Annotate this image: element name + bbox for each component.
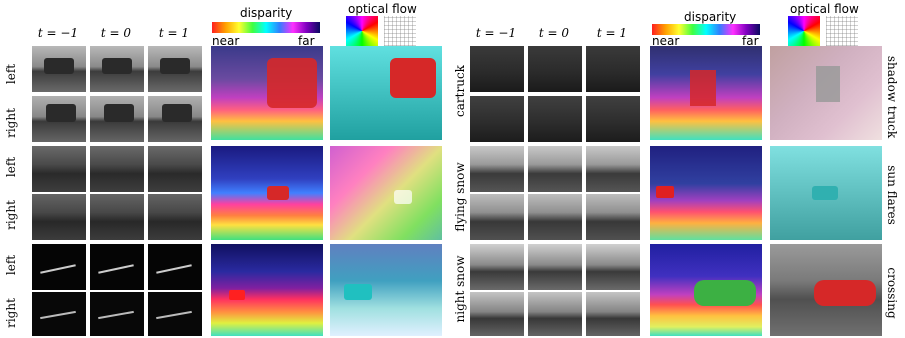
thumb-mid-r1-c3 [586,46,640,92]
optical-flow-title-left: optical flow [348,2,417,16]
scene-label-night-snow: night snow [453,255,467,323]
disparity-map-sun-flares [650,146,762,240]
flow-map-cartruck [330,46,442,140]
thumb-left-r1-c2 [90,46,144,92]
thumb-mid-r2-c3 [586,96,640,142]
flow-map-sun-flares [770,146,882,240]
thumb-left-r3-c2 [90,146,144,192]
disparity-title-right: disparity [684,10,737,24]
time-label-mid-tm1: t = −1 [475,26,517,40]
disparity-title-left: disparity [240,6,293,20]
thumb-left-r2-c3 [148,96,202,142]
thumb-left-r3-c3 [148,146,202,192]
flow-colorwheel-left [346,16,378,46]
time-label-mid-t1: t = 1 [596,26,628,40]
optical-flow-title-right: optical flow [790,2,859,16]
near-label-right: near [652,34,680,48]
thumb-left-r2-c1 [32,96,86,142]
thumb-mid-r3-c1 [470,146,524,192]
thumb-mid-r3-c3 [586,146,640,192]
disparity-map-shadow-truck [650,46,762,140]
flow-grid-legend-left [384,16,416,46]
thumb-left-r5-c1 [32,244,86,290]
thumb-left-r4-c1 [32,194,86,240]
disparity-map-cartruck [211,46,323,140]
thumb-left-r3-c1 [32,146,86,192]
thumb-mid-r6-c2 [528,292,582,336]
row-label-right-2: right [4,200,18,230]
scene-label-crossing: crossing [885,267,899,319]
thumb-left-r1-c1 [32,46,86,92]
disparity-colorbar-right [652,24,760,35]
thumb-left-r1-c3 [148,46,202,92]
thumb-mid-r6-c3 [586,292,640,336]
thumb-mid-r3-c2 [528,146,582,192]
disparity-colorbar-left [212,22,320,33]
thumb-left-r6-c2 [90,292,144,336]
thumb-mid-r2-c1 [470,96,524,142]
row-label-left-2: left [4,156,18,178]
thumb-left-r2-c2 [90,96,144,142]
thumb-mid-r1-c2 [528,46,582,92]
flow-colorwheel-right [788,16,820,46]
thumb-left-r4-c2 [90,194,144,240]
thumb-left-r5-c3 [148,244,202,290]
flow-map-flying-snow [330,146,442,240]
thumb-mid-r6-c1 [470,292,524,336]
scene-label-sun-flares: sun flares [885,165,899,225]
disparity-map-crossing [650,244,762,336]
thumb-mid-r2-c2 [528,96,582,142]
thumb-left-r5-c2 [90,244,144,290]
thumb-mid-r5-c3 [586,244,640,290]
far-label-left: far [298,34,315,48]
disparity-map-night-snow [211,244,323,336]
scene-label-shadow-truck: shadow truck [885,55,899,139]
flow-grid-legend-right [826,16,858,46]
flow-map-night-snow [330,244,442,336]
thumb-mid-r4-c1 [470,194,524,240]
near-label-left: near [212,34,240,48]
time-label-mid-t0: t = 0 [538,26,570,40]
thumb-mid-r5-c2 [528,244,582,290]
thumb-mid-r4-c2 [528,194,582,240]
thumb-left-r6-c3 [148,292,202,336]
thumb-left-r4-c3 [148,194,202,240]
flow-map-shadow-truck [770,46,882,140]
thumb-mid-r4-c3 [586,194,640,240]
time-label-left-t0: t = 0 [100,26,132,40]
row-label-left-1: left [4,63,18,85]
far-label-right: far [742,34,759,48]
scene-label-flying-snow: flying snow [453,162,467,232]
row-label-left-3: left [4,254,18,276]
thumb-left-r6-c1 [32,292,86,336]
thumb-mid-r5-c1 [470,244,524,290]
flow-map-crossing [770,244,882,336]
row-label-right-3: right [4,298,18,328]
thumb-mid-r1-c1 [470,46,524,92]
time-label-left-tm1: t = −1 [37,26,79,40]
time-label-left-t1: t = 1 [158,26,190,40]
scene-label-cartruck: cartruck [453,65,467,117]
disparity-map-flying-snow [211,146,323,240]
row-label-right-1: right [4,108,18,138]
